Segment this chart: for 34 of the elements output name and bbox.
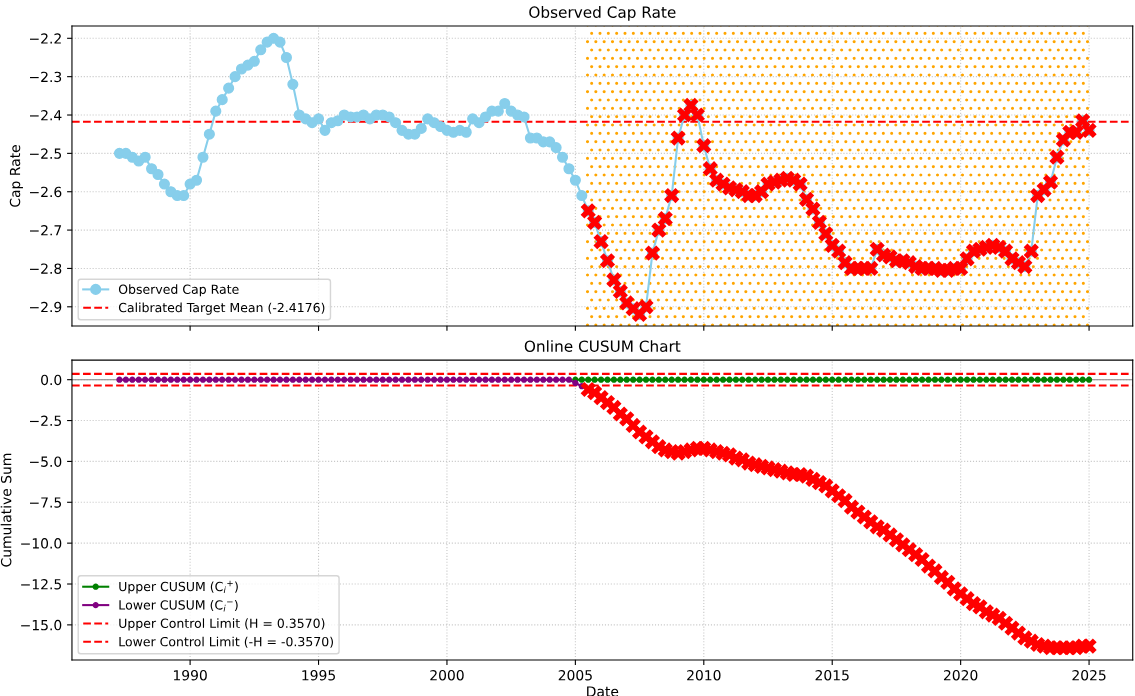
- y-axis-title: Cumulative Sum: [0, 453, 12, 567]
- y-tick-label: −5.0: [29, 456, 62, 467]
- y-tick-label: −2.8: [29, 263, 62, 274]
- chart-title: Online CUSUM Chart: [524, 340, 681, 352]
- y-tick-label: −2.5: [29, 148, 62, 159]
- x-tick-label: 2020: [943, 669, 978, 681]
- y-tick-label: −2.2: [29, 33, 61, 44]
- y-tick-label: −2.3: [29, 71, 62, 83]
- y-tick-label: −15.0: [21, 619, 62, 631]
- y-tick-label: −7.5: [29, 497, 62, 508]
- legend-label: Lower CUSUM (C$_{i}$$^{−}$): [119, 599, 238, 612]
- chart-title: Observed Cap Rate: [529, 6, 676, 21]
- y-tick-label: −10.0: [21, 538, 62, 549]
- legend-label: Observed Cap Rate: [118, 284, 239, 297]
- legend-label: Lower Control Limit (-H = -0.3570): [119, 636, 333, 648]
- x-tick-label: 2010: [687, 669, 721, 681]
- y-tick-label: −2.5: [29, 415, 62, 427]
- x-tick-label: 2025: [1072, 669, 1106, 681]
- y-tick-label: −2.6: [29, 186, 62, 198]
- legend-label: Upper Control Limit (H = 0.3570): [119, 618, 325, 631]
- legend-label: Upper CUSUM (C$_{i}$$^{+}$): [119, 580, 238, 594]
- y-axis-title: Cap Rate: [9, 145, 23, 207]
- legend-label: Calibrated Target Mean (-2.4176): [118, 302, 325, 315]
- x-tick-label: 1995: [302, 669, 335, 681]
- x-tick-label: 2000: [430, 669, 464, 681]
- y-tick-label: −2.7: [29, 225, 62, 236]
- y-tick-label: −2.9: [29, 301, 62, 313]
- x-tick-label: 1990: [173, 669, 207, 681]
- x-tick-label: 2005: [558, 669, 592, 681]
- y-tick-label: 0.0: [41, 374, 62, 386]
- x-axis-title: Date: [587, 686, 619, 696]
- x-tick-label: 2015: [815, 669, 849, 681]
- y-tick-label: −2.4: [29, 109, 62, 121]
- y-tick-label: −12.5: [21, 578, 62, 590]
